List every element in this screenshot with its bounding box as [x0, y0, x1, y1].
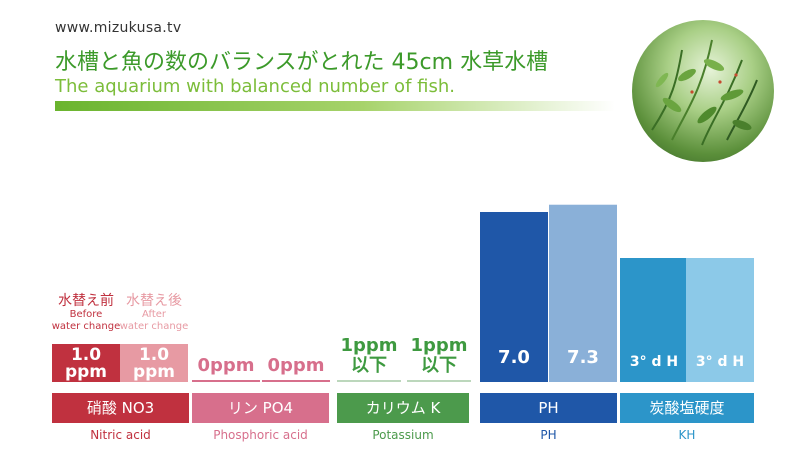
category-label-0: 硝酸 NO3	[52, 393, 189, 423]
category-sublabel-3: PH	[540, 428, 557, 442]
category-sublabel-1: Phosphoric acid	[213, 428, 308, 442]
category-sublabel-0: Nitric acid	[90, 428, 151, 442]
kh-value-1: 3° d H	[695, 354, 745, 370]
stage-before-sublabel-2: water change	[51, 321, 121, 332]
ph-value-0: 7.0	[498, 347, 530, 368]
phosphate-line-0	[192, 380, 260, 382]
stage-before-label: 水替え前	[58, 293, 114, 309]
nitrate-bar-1	[120, 344, 188, 382]
potassium-line-0	[337, 380, 401, 382]
category-label-4: 炭酸塩硬度	[620, 393, 754, 423]
category-sublabel-4: KH	[678, 428, 696, 442]
ph-value-1: 7.3	[567, 347, 599, 368]
stage-before-sublabel-1: Before	[69, 309, 103, 320]
phosphate-value-1: 0ppm	[267, 355, 325, 376]
phosphate-line-1	[262, 380, 330, 382]
value-line1: 1ppm	[340, 335, 398, 356]
value-line2: 以下	[351, 355, 387, 376]
category-label-1: リン PO4	[192, 393, 329, 423]
aquarium-photo	[632, 20, 774, 162]
stage-after-sublabel-2: water change	[119, 321, 189, 332]
phosphate-value-0: 0ppm	[197, 355, 255, 376]
page-subtitle: The aquarium with balanced number of fis…	[55, 76, 455, 97]
nitrate-value-0: 1.0 ppm	[52, 347, 120, 381]
kh-value-0: 3° d H	[629, 354, 679, 370]
category-sublabel-2: Potassium	[372, 428, 434, 442]
value-line1: 1.0	[138, 345, 170, 365]
ph-bar-0	[480, 212, 548, 382]
kh-bar-1	[686, 258, 754, 382]
potassium-value-0: 1ppm 以下	[337, 336, 401, 376]
value-line1: 1.0	[70, 345, 102, 365]
category-label-2: カリウム K	[337, 393, 469, 423]
potassium-value-1: 1ppm 以下	[407, 336, 471, 376]
site-url: www.mizukusa.tv	[55, 20, 182, 36]
page-title: 水槽と魚の数のバランスがとれた 45cm 水草水槽	[55, 50, 549, 75]
value-line2: 以下	[421, 355, 457, 376]
category-label-3: PH	[480, 393, 617, 423]
stage-after-sublabel-1: After	[141, 309, 166, 320]
potassium-line-1	[407, 380, 471, 382]
title-underline	[55, 101, 615, 111]
value-line2: ppm	[132, 362, 176, 382]
value-line1: 1ppm	[410, 335, 468, 356]
nitrate-bar-0	[52, 344, 120, 382]
nitrate-value-1: 1.0 ppm	[120, 347, 188, 381]
ph-bar-1	[549, 204, 617, 382]
stage-after-label: 水替え後	[126, 293, 182, 309]
value-line2: ppm	[64, 362, 108, 382]
kh-bar-0	[620, 258, 688, 382]
